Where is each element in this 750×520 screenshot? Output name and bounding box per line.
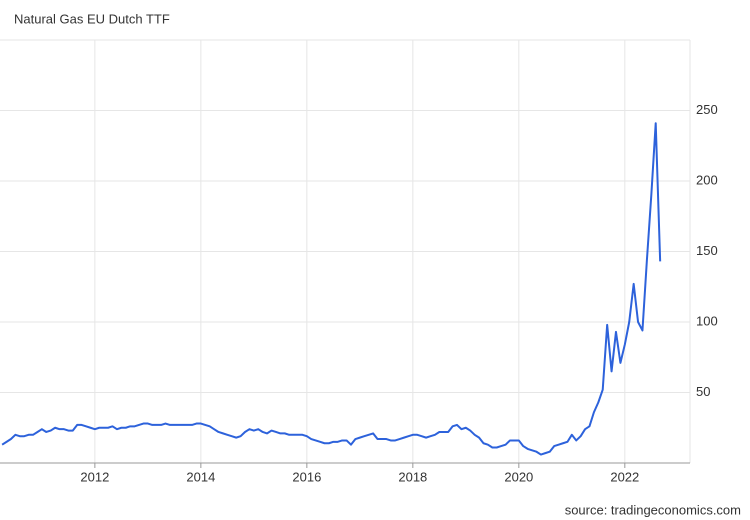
y-tick-label: 150 <box>696 243 718 258</box>
x-tick-label: 2016 <box>292 469 321 484</box>
x-tick-label: 2022 <box>610 469 639 484</box>
x-tick-label: 2018 <box>398 469 427 484</box>
y-tick-label: 100 <box>696 313 718 328</box>
x-tick-label: 2012 <box>80 469 109 484</box>
y-tick-label: 50 <box>696 384 710 399</box>
price-line <box>1 122 662 456</box>
y-tick-label: 200 <box>696 172 718 187</box>
y-tick-label: 250 <box>696 102 718 117</box>
x-tick-label: 2014 <box>186 469 215 484</box>
chart-title: Natural Gas EU Dutch TTF <box>14 11 170 26</box>
source-note: source: tradingeconomics.com <box>565 502 741 517</box>
x-tick-label: 2020 <box>504 469 533 484</box>
